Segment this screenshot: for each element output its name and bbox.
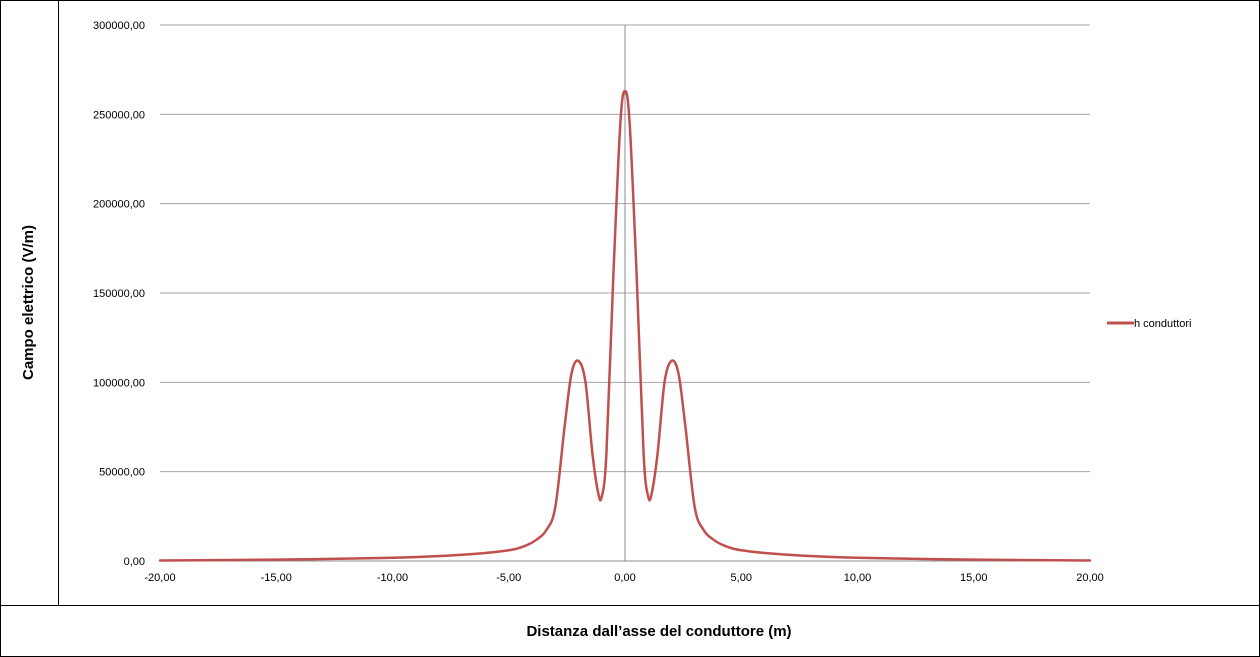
y-tick-label: 0,00	[124, 556, 145, 568]
x-tick-label: -5,00	[496, 572, 521, 584]
x-tick-labels: -20,00 -15,00 -10,00 -5,00 0,00 5,00 10,00 15,0…	[144, 572, 1103, 584]
y-tick-labels: 0,00 50000,00 100000,00 150000,00 200000,00 2…	[93, 20, 145, 568]
y-tick-label: 100000,00	[93, 377, 145, 389]
x-axis-title: Distanza dall’asse del conduttore (m)	[526, 622, 792, 640]
legend: h conduttori	[1107, 318, 1191, 330]
x-tick-label: 10,00	[844, 572, 872, 584]
x-tick-label: 5,00	[731, 572, 752, 584]
x-tick-label: 15,00	[960, 572, 988, 584]
x-tick-label: -20,00	[144, 572, 175, 584]
series-lines	[158, 89, 1092, 562]
x-tick-label: -15,00	[261, 572, 292, 584]
y-tick-label: 50000,00	[99, 467, 145, 479]
x-tick-label: 20,00	[1076, 572, 1104, 584]
line-chart: 0,00 50000,00 100000,00 150000,00 200000,00 2…	[93, 20, 1191, 584]
x-tick-label: 0,00	[614, 572, 635, 584]
legend-label: h conduttori	[1134, 318, 1191, 330]
y-tick-label: 300000,00	[93, 20, 145, 32]
series-line	[158, 89, 1092, 562]
gridlines	[160, 24, 1090, 562]
y-tick-label: 150000,00	[93, 288, 145, 300]
y-tick-label: 200000,00	[93, 199, 145, 211]
x-tick-label: -10,00	[377, 572, 408, 584]
y-tick-label: 250000,00	[93, 109, 145, 121]
